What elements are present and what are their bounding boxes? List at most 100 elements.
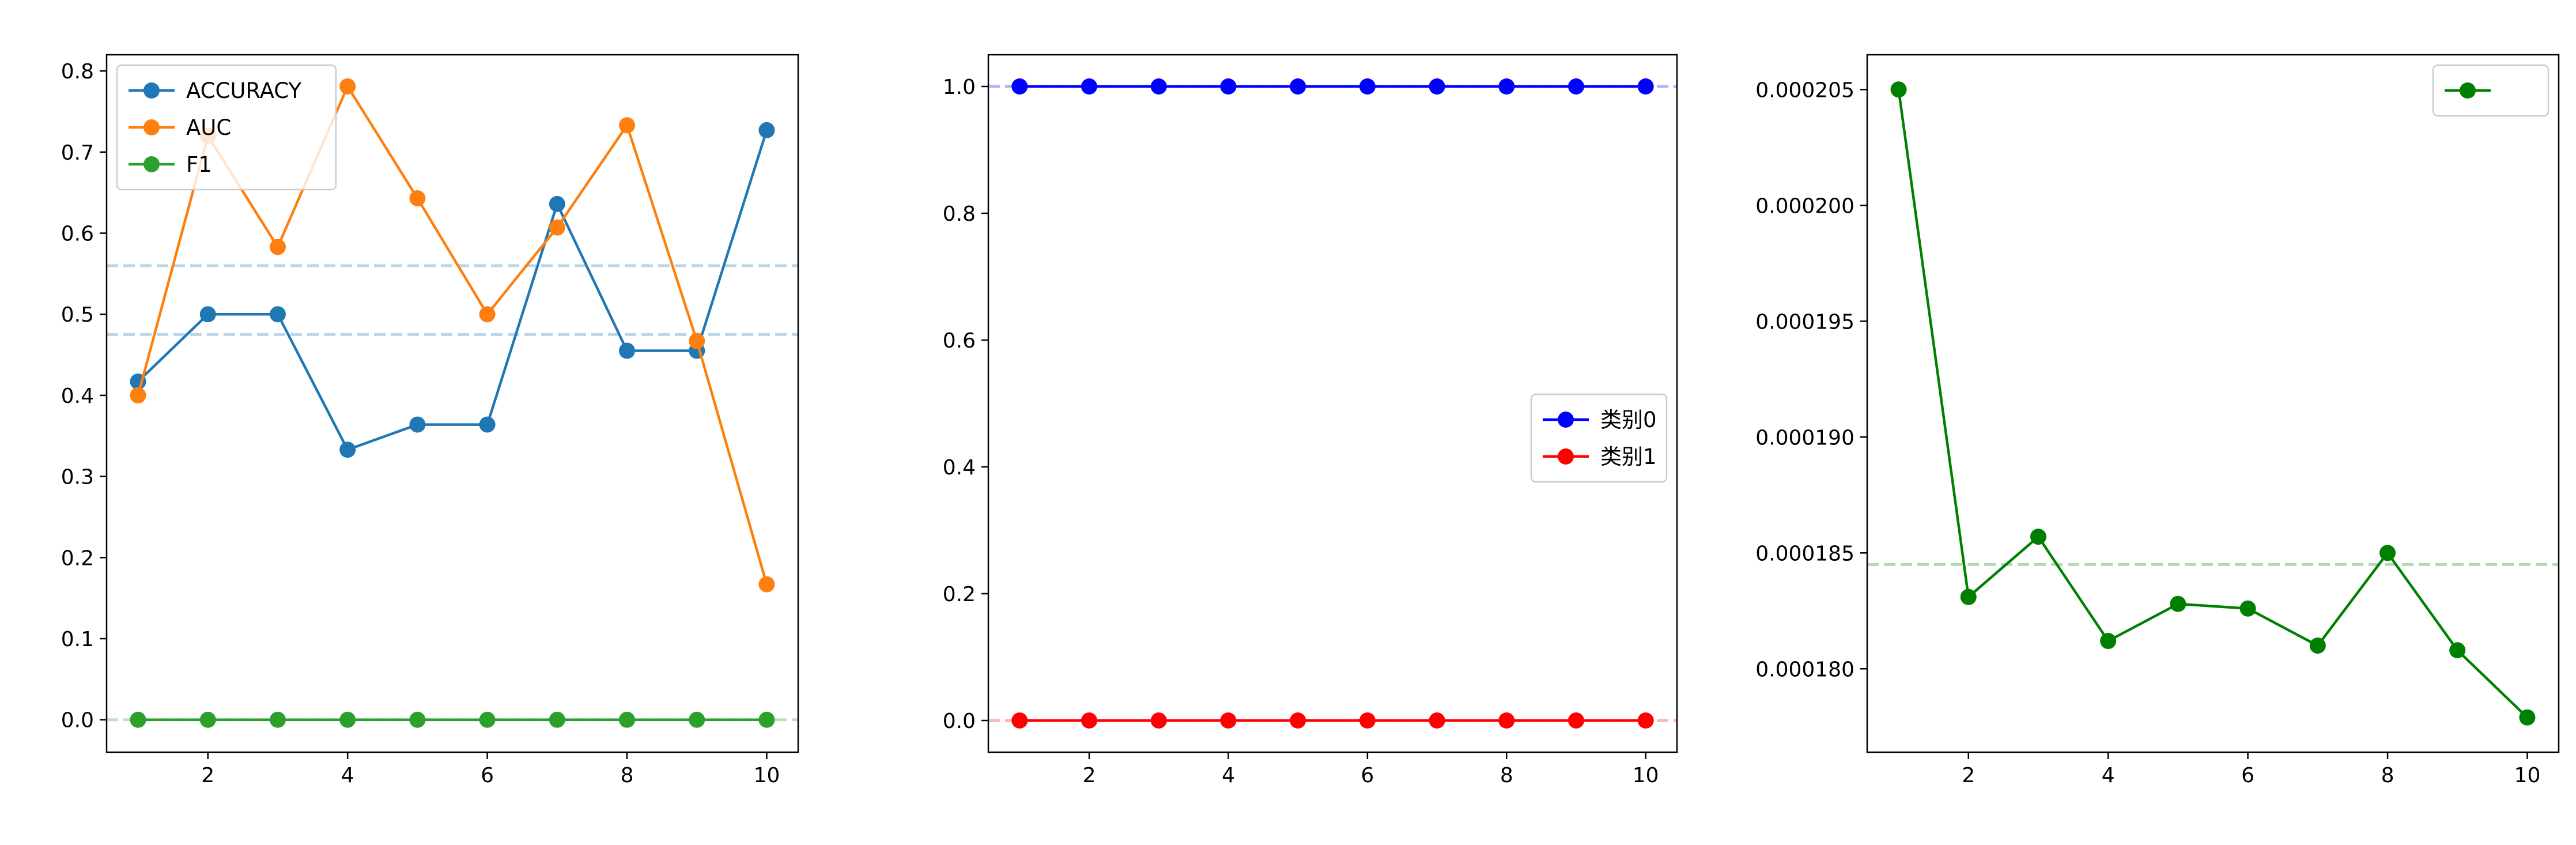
x-tick-label: 8 bbox=[2381, 764, 2394, 787]
x-tick-label: 2 bbox=[1962, 764, 1975, 787]
y-tick-label: 0.000195 bbox=[1755, 310, 1854, 334]
x-tick-label: 8 bbox=[1500, 764, 1513, 787]
data-point bbox=[409, 416, 426, 433]
legend: ACCURACY AUC F1 bbox=[116, 64, 337, 191]
data-point bbox=[1637, 712, 1654, 729]
x-tick-label: 2 bbox=[1083, 764, 1096, 787]
data-point bbox=[2030, 529, 2046, 545]
data-point bbox=[1081, 78, 1098, 95]
data-point bbox=[1220, 78, 1237, 95]
legend-label: 类别0 bbox=[1600, 408, 1657, 432]
y-tick-label: 0.000190 bbox=[1755, 426, 1854, 450]
legend-marker bbox=[1558, 412, 1574, 428]
y-tick-label: 0.8 bbox=[61, 60, 94, 84]
data-point bbox=[758, 576, 775, 593]
legend: 类别0 类别1 bbox=[1530, 393, 1668, 483]
data-point bbox=[479, 416, 496, 433]
data-point bbox=[549, 195, 565, 212]
data-point bbox=[269, 306, 286, 323]
data-point bbox=[339, 442, 356, 458]
data-point bbox=[619, 117, 636, 134]
y-tick-label: 0.6 bbox=[61, 222, 94, 246]
data-point bbox=[689, 333, 705, 349]
data-point bbox=[1081, 712, 1098, 729]
y-tick-label: 0.8 bbox=[943, 202, 976, 226]
data-point bbox=[1220, 712, 1237, 729]
x-tick-label: 4 bbox=[341, 764, 354, 787]
y-tick-label: 0.6 bbox=[943, 329, 976, 353]
y-tick-label: 0.000200 bbox=[1755, 194, 1854, 218]
x-tick-label: 6 bbox=[481, 764, 494, 787]
data-point bbox=[1567, 78, 1584, 95]
legend-marker bbox=[143, 119, 160, 135]
data-point bbox=[549, 711, 565, 728]
legend-box bbox=[116, 64, 337, 191]
data-point bbox=[758, 711, 775, 728]
data-point bbox=[689, 711, 705, 728]
plot-frame bbox=[105, 54, 799, 753]
data-point bbox=[479, 711, 496, 728]
series-line-1 bbox=[1897, 89, 2529, 719]
x-tick-label: 10 bbox=[754, 764, 780, 787]
legend-label: F1 bbox=[186, 152, 212, 177]
subplot-1: 2 4 6 8 10 0.0 0.1 0.2 0.3 0.4 0.5 0.6 0.7 0.8 ACCURAC… bbox=[61, 54, 799, 787]
legend-label: ACCURACY bbox=[186, 78, 301, 103]
plot-frame bbox=[1866, 54, 2560, 753]
data-point bbox=[1011, 712, 1028, 729]
data-point bbox=[339, 78, 356, 95]
data-point bbox=[409, 711, 426, 728]
subplot-2: 2 4 6 8 10 0.0 0.2 0.4 0.6 0.8 1.0 类别0 类别1 bbox=[943, 54, 1678, 787]
data-point bbox=[2309, 637, 2326, 654]
data-point bbox=[758, 122, 775, 138]
data-point bbox=[1498, 712, 1515, 729]
data-point bbox=[1359, 78, 1376, 95]
data-point bbox=[2449, 642, 2466, 659]
data-point bbox=[2379, 545, 2396, 561]
data-point bbox=[2100, 633, 2117, 650]
data-point bbox=[409, 190, 426, 207]
data-point bbox=[269, 239, 286, 255]
y-tick-label: 0.000205 bbox=[1755, 78, 1854, 102]
data-point bbox=[619, 342, 636, 359]
y-tick-label: 0.0 bbox=[943, 710, 976, 733]
x-tick-label: 2 bbox=[201, 764, 214, 787]
data-point bbox=[1150, 78, 1167, 95]
data-point bbox=[1567, 712, 1584, 729]
legend bbox=[2432, 64, 2549, 117]
data-point bbox=[549, 219, 565, 236]
data-point bbox=[1498, 78, 1515, 95]
legend-marker bbox=[2460, 82, 2476, 99]
y-tick-label: 0.2 bbox=[61, 546, 94, 570]
data-point bbox=[339, 711, 356, 728]
x-tick-label: 10 bbox=[2514, 764, 2541, 787]
x-tick-label: 4 bbox=[2102, 764, 2115, 787]
data-point bbox=[269, 711, 286, 728]
data-point bbox=[619, 711, 636, 728]
y-tick-label: 0.5 bbox=[61, 303, 94, 327]
y-tick-label: 0.2 bbox=[943, 583, 976, 606]
legend-label: 类别1 bbox=[1600, 444, 1657, 469]
data-point bbox=[479, 306, 496, 323]
data-point bbox=[130, 711, 146, 728]
data-point bbox=[2170, 595, 2186, 612]
x-tick-label: 8 bbox=[621, 764, 634, 787]
series-line-2 bbox=[137, 85, 768, 585]
y-tick-label: 0.7 bbox=[61, 141, 94, 165]
data-point bbox=[2239, 600, 2256, 617]
data-point bbox=[1637, 78, 1654, 95]
data-point bbox=[1429, 712, 1445, 729]
data-point bbox=[1429, 78, 1445, 95]
data-point bbox=[1359, 712, 1376, 729]
x-tick-label: 6 bbox=[2241, 764, 2254, 787]
legend-marker bbox=[143, 156, 160, 172]
data-point bbox=[1011, 78, 1028, 95]
y-tick-label: 0.1 bbox=[61, 628, 94, 651]
x-tick-label: 6 bbox=[1361, 764, 1374, 787]
y-tick-label: 1.0 bbox=[943, 76, 976, 99]
data-point bbox=[1890, 81, 1907, 98]
x-tick-label: 10 bbox=[1633, 764, 1659, 787]
data-point bbox=[1960, 589, 1977, 605]
y-tick-label: 0.3 bbox=[61, 466, 94, 489]
legend-marker bbox=[143, 82, 160, 99]
